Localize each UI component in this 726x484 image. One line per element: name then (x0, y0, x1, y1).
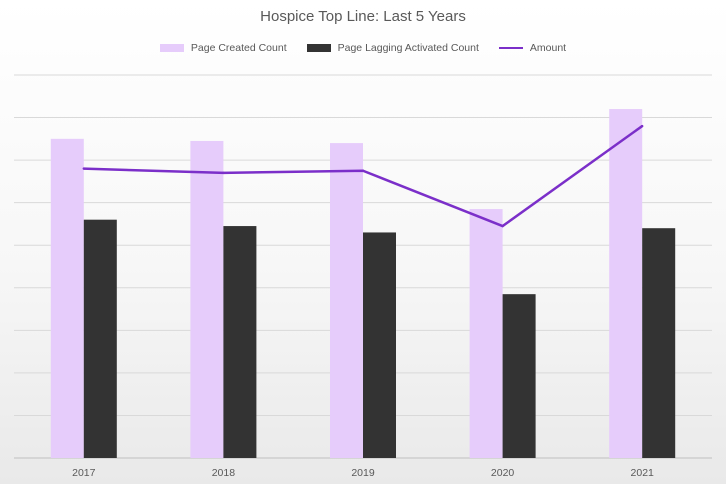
line-point-amount-2018 (222, 171, 225, 175)
legend-item-amount: Amount (498, 42, 567, 54)
bar-page-lagging-activated-count-2018 (223, 226, 257, 458)
x-tick-label-2018: 2018 (212, 467, 236, 479)
bar-page-lagging-activated-count-2017 (83, 219, 117, 458)
bar-page-created-count-2017 (50, 138, 84, 459)
x-tick-label-2021: 2021 (631, 467, 655, 479)
line-point-amount-2020 (501, 224, 504, 228)
bar-page-lagging-activated-count-2019 (363, 232, 396, 458)
bar-page-created-count-2021 (609, 109, 643, 459)
legend-label-page-lagging-activated-count: Page Lagging Activated Count (337, 42, 479, 54)
x-tick-label-2020: 2020 (491, 467, 515, 479)
bar-page-created-count-2020 (469, 209, 503, 458)
legend-swatch-page-lagging-activated-count (306, 44, 331, 52)
legend-label-page-created-count: Page Created Count (190, 42, 287, 54)
line-point-amount-2021 (641, 124, 644, 128)
chart-title: Hospice Top Line: Last 5 Years (260, 8, 466, 25)
line-point-amount-2019 (361, 169, 365, 172)
bar-page-lagging-activated-count-2020 (502, 294, 536, 458)
line-point-amount-2017 (82, 167, 86, 170)
legend-swatch-page-created-count (159, 44, 184, 52)
x-tick-label-2017: 2017 (72, 467, 96, 479)
legend-label-amount: Amount (529, 42, 567, 54)
bar-page-lagging-activated-count-2021 (642, 228, 676, 458)
legend-item-page-lagging-activated-count: Page Lagging Activated Count (306, 42, 479, 54)
legend-item-page-created-count: Page Created Count (159, 42, 287, 54)
legend-swatch-amount (498, 47, 523, 49)
bar-page-created-count-2019 (330, 143, 363, 459)
x-tick-label-2019: 2019 (351, 467, 375, 479)
legend: Page Created Count Page Lagging Activate… (0, 42, 726, 54)
bar-page-created-count-2018 (190, 140, 224, 458)
